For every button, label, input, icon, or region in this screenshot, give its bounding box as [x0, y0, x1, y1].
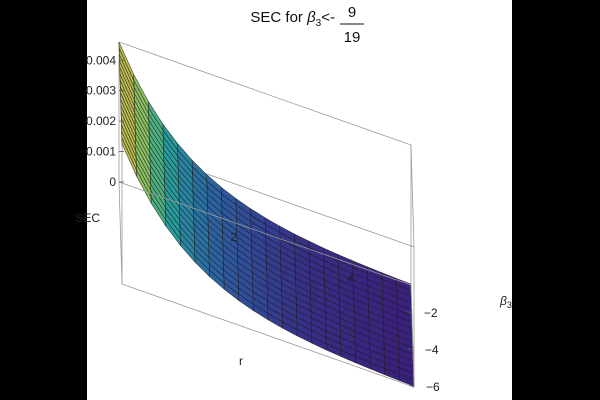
z-tick-label: 0: [109, 175, 116, 189]
r-tick: [234, 218, 237, 224]
beta-tick-label: −4: [425, 343, 439, 357]
box-edge-front-bottom-r: [118, 181, 412, 286]
surface-patch: [118, 41, 135, 81]
z-axis-label: SEC: [75, 211, 100, 225]
y-axis-label: β3: [499, 294, 512, 310]
x-axis-label: r: [239, 354, 243, 368]
z-tick-label: 0.001: [86, 145, 116, 159]
beta-tick: [406, 310, 412, 314]
box-edge-front-bottom-beta: [410, 284, 415, 388]
beta-tick-label: −2: [424, 306, 438, 320]
axes: 0 0.001 0.002 0.003 0.004 2 4 −2 −4 −6: [86, 53, 440, 394]
box-edge-front-top-beta: [410, 144, 415, 248]
z-tick-label: 0.002: [86, 114, 116, 128]
r-tick-label: 4: [347, 271, 354, 285]
title-denominator: 19: [344, 29, 361, 46]
z-tick-label: 0.004: [86, 53, 116, 67]
box-edge-front-top-r: [118, 41, 412, 146]
title-numerator: 9: [348, 4, 356, 21]
beta-tick-label: −6: [426, 380, 440, 394]
box-edge-back-bottom-r: [121, 283, 415, 388]
z-tick-label: 0.003: [86, 84, 116, 98]
beta-tick: [407, 347, 414, 351]
beta-tick: [408, 384, 415, 388]
box-edge-back-bottom-beta: [118, 181, 123, 285]
r-tick: [351, 259, 353, 265]
chart-title: SEC for β3<-: [250, 9, 335, 29]
r-tick-label: 2: [230, 230, 237, 244]
bounding-box-front: [118, 41, 415, 388]
